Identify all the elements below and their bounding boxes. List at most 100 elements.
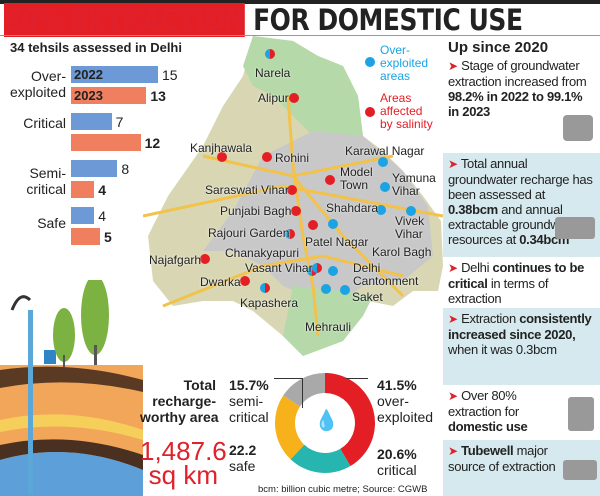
- bar-value: 12: [144, 134, 161, 151]
- bar-chart-heading: 34 tehsils assessed in Delhi: [10, 40, 182, 55]
- bar-2022: 2022: [71, 66, 158, 83]
- legend-red-dot: [365, 107, 375, 117]
- category-label: Semi- critical: [26, 165, 66, 197]
- right-panel: Up since 2020 ➤ Stage of groundwater ext…: [443, 35, 600, 496]
- bar-value: 8: [121, 160, 130, 177]
- bar-value: 4: [98, 207, 106, 224]
- bar-row: 12: [71, 134, 160, 151]
- area-label: Total recharge- worthy area: [140, 377, 219, 425]
- map-place-label: Vasant Vihar: [245, 261, 313, 275]
- leader-semi-h: [274, 378, 302, 379]
- map-marker: [321, 284, 331, 294]
- page-title: 80% EXTRACTION FOR DOMESTIC USE: [4, 3, 523, 37]
- bar-2023: [71, 134, 141, 151]
- map-place-label: Patel Nagar: [305, 235, 369, 249]
- area-unit: sq km: [148, 460, 218, 490]
- map-place-label: Mehrauli: [305, 320, 352, 334]
- delhi-map: [143, 36, 443, 356]
- donut-chart: [275, 373, 375, 473]
- map-place-label: Yamuna Vihar: [392, 171, 436, 198]
- arrow-icon: ➤: [448, 312, 458, 326]
- map-place-label: Rohini: [275, 151, 310, 165]
- map-marker: [378, 157, 388, 167]
- bar-value: 7: [115, 113, 124, 130]
- bar-2022: [71, 207, 95, 224]
- map-marker: [340, 285, 350, 295]
- map-place-label: Vivek Vihar: [395, 214, 425, 241]
- category-label: Safe: [37, 215, 66, 231]
- map-marker: [240, 276, 250, 286]
- bar-2023: [71, 181, 95, 198]
- legend-year: 2023: [74, 88, 103, 103]
- bar-value: 13: [150, 87, 166, 104]
- bar-value: 4: [98, 181, 106, 198]
- legend-salinity: Areas affected by salinity: [380, 91, 433, 131]
- map-marker: [289, 93, 299, 103]
- map-place-label: Najafgarh: [149, 253, 202, 267]
- top-rule: [0, 0, 600, 4]
- map-marker: [308, 220, 318, 230]
- map-marker: [376, 205, 386, 215]
- bar-row: 2022 15: [71, 66, 178, 83]
- safe-label: 22.2 safe: [229, 442, 257, 474]
- water-drop-icon: 💧: [314, 410, 339, 432]
- donut-slice-critical: [290, 444, 351, 473]
- donut-slice-semi-critical: [283, 373, 325, 407]
- point-5: ➤ Over 80% extraction for domestic use: [448, 388, 528, 434]
- tanker-icon: [555, 217, 595, 239]
- map-marker: [291, 206, 301, 216]
- semi-critical-label: 15.7% semi- critical: [229, 377, 269, 425]
- map-marker: [325, 175, 335, 185]
- leader-semi: [302, 378, 303, 408]
- map-place-label: Karol Bagh: [372, 245, 432, 259]
- legend-over-exploited: Over- exploited areas: [380, 43, 429, 83]
- tubewell-icon: [563, 460, 597, 480]
- map-marker: [328, 266, 338, 276]
- bar-2023: 2023: [71, 87, 147, 104]
- donut-slice-safe: [275, 395, 305, 460]
- bar-2022: [71, 113, 112, 130]
- map-place-label: Karawal Nagar: [345, 144, 425, 158]
- arrow-icon: ➤: [448, 261, 458, 275]
- pump-icon: [563, 115, 593, 141]
- arrow-icon: ➤: [448, 389, 458, 403]
- infographic-frame: [0, 35, 600, 496]
- point-2: ➤ Total annual groundwater recharge has …: [443, 153, 600, 257]
- right-heading: Up since 2020: [448, 39, 549, 56]
- map-marker: [287, 185, 297, 195]
- map-marker: [217, 152, 227, 162]
- map-place-label: Punjabi Bagh: [220, 204, 292, 218]
- bar-value: 15: [162, 66, 178, 83]
- map-marker: [285, 229, 295, 239]
- map-marker: [262, 152, 272, 162]
- map-marker: [312, 263, 322, 273]
- over-exploited-label: 41.5% over- exploited: [377, 377, 434, 425]
- map-marker: [260, 283, 270, 293]
- water-tank-icon: [568, 397, 594, 431]
- bar-row: 2023 13: [71, 87, 166, 104]
- map-place-label: Kapashera: [240, 296, 299, 310]
- map-place-label: Dwarka: [200, 275, 241, 289]
- bar-value: 5: [104, 228, 112, 245]
- arrow-icon: ➤: [448, 157, 458, 171]
- bar-row: 4: [71, 181, 106, 198]
- map-marker: [380, 182, 390, 192]
- donut-slice-over-exploited: [325, 373, 375, 467]
- map-place-label: Saraswati Vihar: [205, 183, 289, 197]
- bar-2023: [71, 228, 100, 245]
- legend-blue-dot: [365, 57, 375, 67]
- map-marker: [265, 49, 275, 59]
- area-value: 1,487.6: [140, 436, 227, 466]
- point-1: Up since 2020 ➤ Stage of groundwater ext…: [443, 35, 600, 153]
- bar-2022: [71, 160, 118, 177]
- point-4: ➤ Extraction consistently increased sinc…: [443, 308, 600, 385]
- title-highlight: 80% EXTRACTION: [4, 3, 245, 37]
- category-label: Over- exploited: [9, 68, 66, 100]
- arrow-icon: ➤: [448, 444, 458, 458]
- bar-row: 8: [71, 160, 129, 177]
- title-rest: FOR DOMESTIC USE: [253, 3, 523, 37]
- legend-year: 2022: [74, 67, 103, 82]
- point-6: ➤ Tubewell major source of extraction: [443, 440, 600, 496]
- map-place-label: Model Town: [340, 165, 373, 192]
- bar-row: 4: [71, 207, 106, 224]
